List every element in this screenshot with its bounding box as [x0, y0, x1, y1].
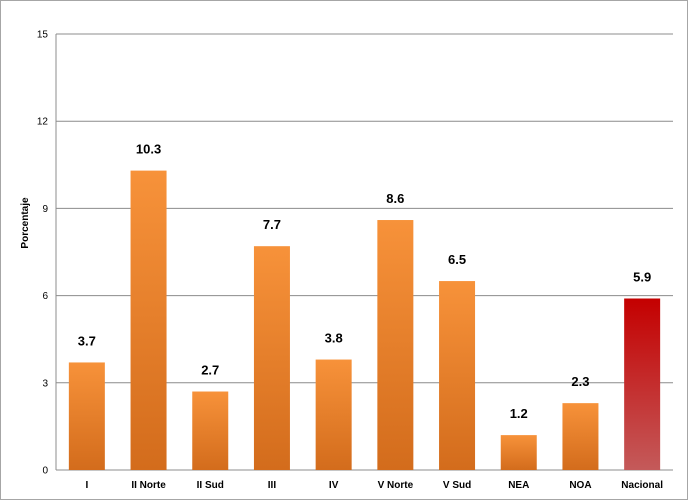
- y-tick-label: 3: [42, 378, 48, 389]
- y-tick-label: 9: [42, 204, 48, 215]
- y-tick-label: 15: [37, 30, 49, 41]
- data-label: 2.7: [201, 363, 219, 378]
- x-tick-label: IV: [329, 480, 339, 491]
- y-tick-label: 0: [42, 466, 48, 477]
- data-label: 5.9: [633, 270, 651, 285]
- x-tick-label: V Sud: [443, 480, 471, 491]
- x-tick-label: V Norte: [378, 480, 414, 491]
- bar-v-sud: [439, 281, 476, 470]
- y-tick-label: 12: [37, 117, 49, 128]
- data-label: 6.5: [448, 252, 466, 267]
- bar-noa: [562, 403, 599, 470]
- bar-nea: [500, 435, 537, 470]
- y-axis-title: Porcentaje: [20, 197, 31, 249]
- data-label: 3.8: [325, 331, 343, 346]
- x-tick-label: Nacional: [621, 480, 663, 491]
- bar-i: [68, 362, 105, 470]
- bar-iv: [315, 359, 352, 470]
- data-label: 10.3: [136, 142, 161, 157]
- bars: [68, 170, 661, 470]
- bar-iii: [253, 246, 290, 470]
- x-tick-label: I: [85, 480, 88, 491]
- x-tick-label: NOA: [569, 480, 591, 491]
- x-tick-label: II Sud: [197, 480, 224, 491]
- x-tick-label: III: [268, 480, 277, 491]
- data-label: 3.7: [78, 333, 96, 348]
- data-label: 7.7: [263, 217, 281, 232]
- bar-ii-norte: [130, 170, 167, 470]
- y-tick-label: 6: [42, 291, 48, 302]
- data-labels: 3.7 10.3 2.7 7.7 3.8 8.6 6.5 1.2 2.3 5.9: [78, 142, 651, 422]
- data-label: 8.6: [386, 191, 404, 206]
- data-label: 2.3: [571, 374, 589, 389]
- x-tick-label: NEA: [508, 480, 529, 491]
- bar-nacional: [624, 298, 661, 470]
- x-tick-label: II Norte: [131, 480, 166, 491]
- y-axis-ticks: 0 3 6 9 12 15: [37, 30, 49, 477]
- bar-ii-sud: [192, 391, 229, 470]
- x-axis-categories: I II Norte II Sud III IV V Norte V Sud NEA NOA Na…: [85, 480, 663, 491]
- data-label: 1.2: [510, 406, 528, 421]
- bar-v-norte: [377, 220, 414, 470]
